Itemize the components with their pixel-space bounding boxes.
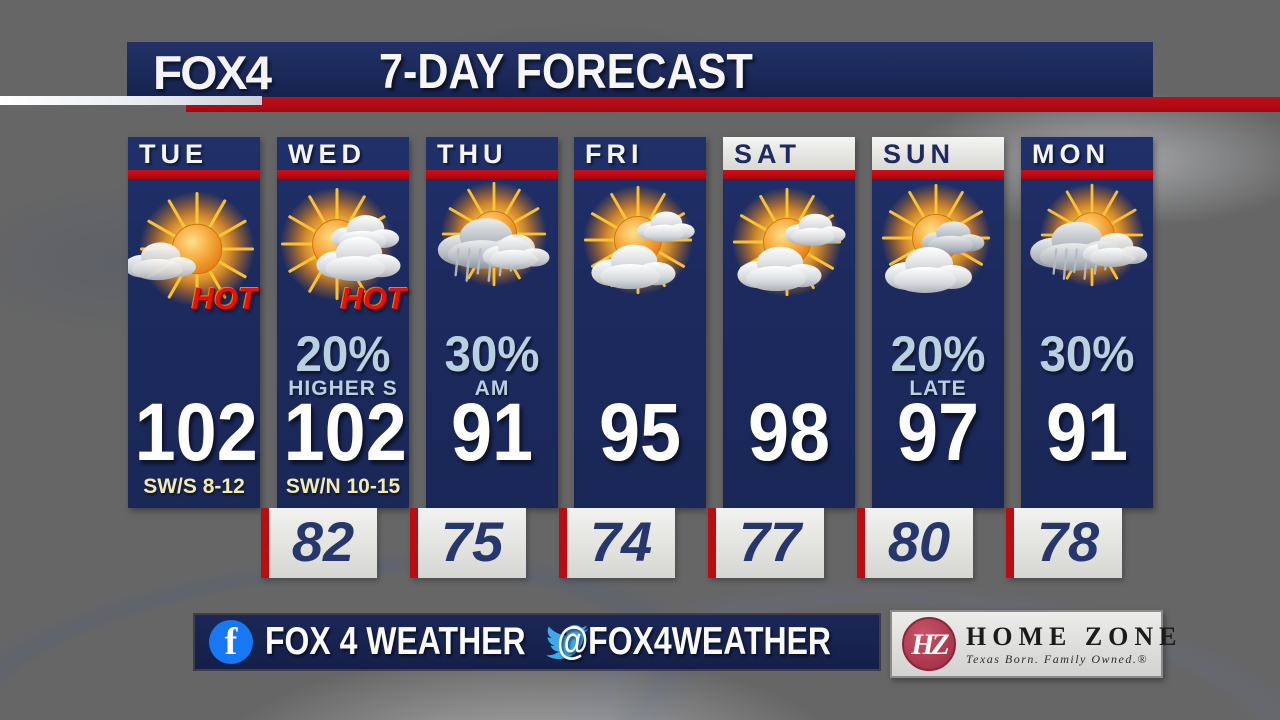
day-label: THU	[437, 139, 508, 169]
partly-cloudy-icon	[582, 184, 695, 296]
precip-note: HIGHER S	[288, 377, 398, 400]
day-underline	[872, 170, 1004, 179]
partly-cloudy-icon	[731, 186, 846, 298]
day-underline	[426, 170, 558, 179]
low-temp: 82	[261, 508, 377, 578]
twitter-handle: @FOX4WEATHER	[556, 620, 831, 663]
rain-shower-sun-icon	[1030, 182, 1148, 288]
high-temp: 91	[1045, 387, 1129, 478]
day-underline	[128, 170, 260, 179]
facebook-label: FOX 4 WEATHER	[265, 620, 526, 663]
high-temp: 95	[598, 387, 682, 478]
forecast-column-mon: MON 30% 91	[1021, 137, 1153, 508]
header-bar: FOX4 7-DAY FORECAST	[127, 42, 1153, 99]
sponsor-name: HOME ZONE	[966, 621, 1183, 651]
sponsor-tagline: Texas Born. Family Owned.®	[966, 651, 1148, 666]
forecast-column-thu: THU 30% AM 91	[426, 137, 558, 508]
header-red-stripe	[186, 97, 1280, 112]
home-zone-logo: HZ HOME ZONE Texas Born. Family Owned.®	[890, 610, 1177, 678]
low-temp: 74	[559, 508, 675, 578]
high-temp: 97	[896, 387, 980, 478]
home-zone-monogram: HZ	[902, 617, 956, 671]
day-underline	[574, 170, 706, 179]
precip-note: LATE	[909, 377, 967, 400]
day-label: SAT	[723, 137, 855, 170]
forecast-column-sun: SUN 20% LATE 97	[872, 137, 1004, 508]
low-temp: 75	[410, 508, 526, 578]
header-white-stripe	[0, 96, 262, 105]
low-temp: 77	[708, 508, 824, 578]
day-label: MON	[1032, 139, 1110, 169]
forecast-column-tue: TUE HOT 102 SW/S 8-12	[128, 137, 260, 508]
high-temp: 91	[450, 387, 534, 478]
hot-label: HOT	[340, 281, 406, 316]
high-temp: 98	[747, 387, 831, 478]
precip-note: AM	[474, 377, 510, 400]
low-temp: 78	[1006, 508, 1122, 578]
wind-forecast: SW/S 8-12	[143, 475, 245, 498]
day-underline	[277, 170, 409, 179]
rain-shower-sun-icon	[437, 180, 550, 288]
fox4-logo: FOX4	[153, 46, 272, 99]
hot-label: HOT	[191, 281, 257, 316]
precip-chance: 30%	[444, 326, 540, 382]
precip-chance: 20%	[890, 326, 986, 382]
day-label: FRI	[585, 139, 644, 169]
forecast-column-fri: FRI 95	[574, 137, 706, 508]
wind-forecast: SW/N 10-15	[285, 475, 401, 498]
day-underline	[1021, 170, 1153, 179]
storm-cloud-sun-icon	[880, 182, 992, 294]
page-title: 7-DAY FORECAST	[379, 45, 753, 99]
facebook-icon: f	[209, 620, 253, 664]
social-bar: f FOX 4 WEATHER @FOX4WEATHER	[195, 615, 879, 669]
forecast-column-wed: WED HOT 20% HIGHER S 102 SW/N 10-15	[277, 137, 409, 508]
low-temp: 80	[857, 508, 973, 578]
day-label: WED	[288, 139, 366, 169]
precip-chance: 20%	[295, 326, 391, 382]
day-label: SUN	[872, 137, 1004, 170]
day-underline	[723, 170, 855, 179]
forecast-column-sat: SAT 98	[723, 137, 855, 508]
high-temp: 102	[283, 387, 407, 478]
twitter-icon	[545, 624, 588, 660]
precip-chance: 30%	[1039, 326, 1135, 382]
high-temp: 102	[134, 387, 258, 478]
day-label: TUE	[139, 139, 208, 169]
